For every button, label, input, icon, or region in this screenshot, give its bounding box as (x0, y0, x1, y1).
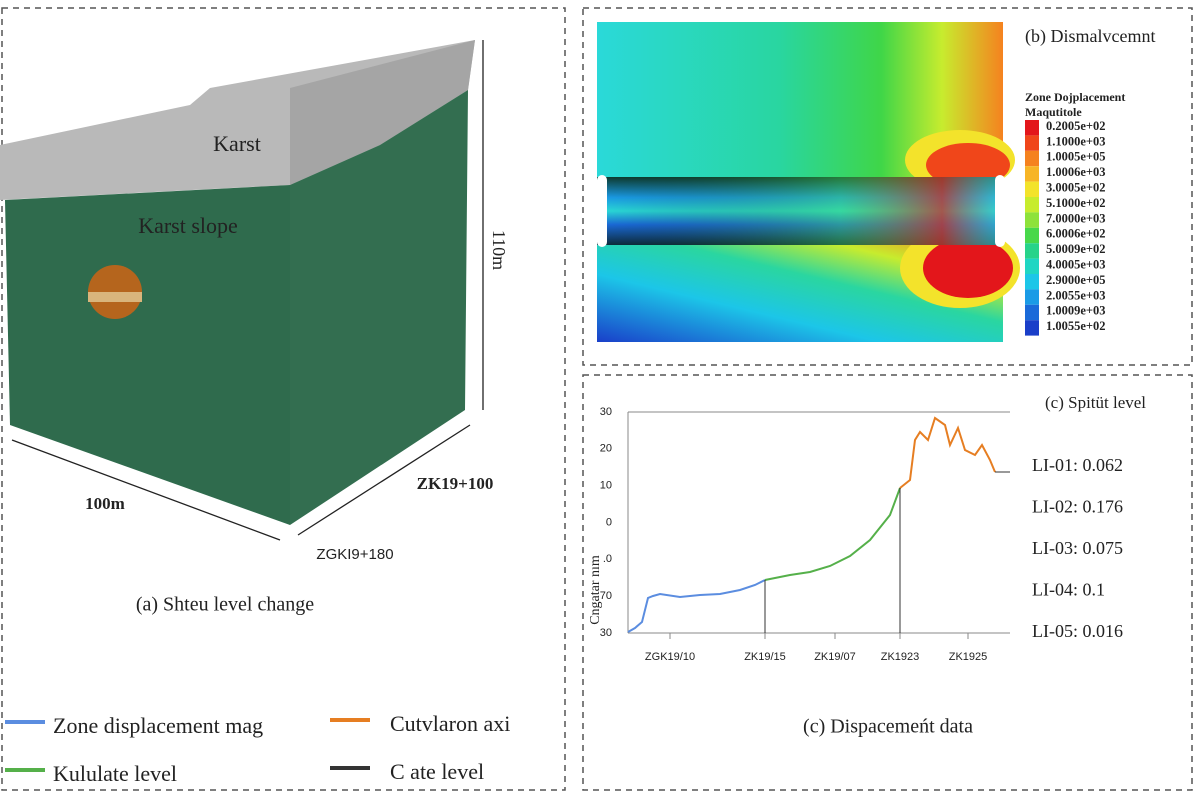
colorbar-swatch (1025, 227, 1039, 244)
level-value: LI-05: 0.016 (1032, 621, 1123, 641)
dimension-lines (11, 40, 484, 541)
colorbar-swatch (1025, 120, 1039, 136)
colorbar-label: 2.9000e+05 (1046, 273, 1106, 287)
legend-title: Zone Dojplacement (1025, 90, 1125, 104)
colorbar-label: 7.0000e+03 (1046, 211, 1106, 225)
legend-label: C ate level (390, 759, 484, 784)
colorbar-swatch (1025, 258, 1039, 274)
series-line (627, 579, 766, 633)
panel-frame (1, 7, 566, 791)
karst-top-side (290, 40, 475, 185)
colorbar-swatch (1025, 197, 1039, 213)
colorbar-swatch (1025, 289, 1039, 305)
colorbar-label: 3.0005e+02 (1046, 180, 1106, 194)
colorbar-swatch (1025, 243, 1039, 259)
x-tick-label: ZK19/15 (744, 651, 786, 663)
legend-label: Cutvlaron axi (390, 711, 510, 736)
label: ZK19+100 (417, 474, 494, 493)
x-tick-label: ZK1923 (881, 651, 920, 663)
colorbar-label: 4.0005e+03 (1046, 257, 1106, 271)
colorbar-label: 6.0006e+02 (1046, 227, 1106, 241)
contour-zone (923, 238, 1013, 298)
colorbar-label: 5.0009e+02 (1046, 242, 1106, 256)
colorbar-swatch (1025, 320, 1039, 336)
y-tick-label: 20 (600, 443, 612, 455)
x-tick-label: ZK19/07 (814, 651, 856, 663)
colorbar-swatch (1025, 150, 1039, 167)
label: Karst (213, 131, 261, 156)
caption: (c) Dispacemeńt data (803, 716, 973, 738)
series-line (899, 416, 996, 489)
colorbar-label: 0.2005e+02 (1046, 119, 1106, 133)
panel-frame (582, 374, 1193, 791)
slope-side (290, 90, 468, 525)
colorbar-swatch (1025, 135, 1039, 151)
y-tick-label: 70 (600, 590, 612, 602)
colorbar-swatch (1025, 274, 1039, 290)
legend-label: Kululate level (53, 761, 177, 786)
y-tick-label: 10 (600, 480, 612, 492)
level-value: LI-01: 0.062 (1032, 455, 1123, 475)
colorbar-label: 1.1000e+03 (1046, 134, 1106, 148)
label: 110m (489, 230, 509, 270)
caption: (a) Shteu level change (136, 594, 314, 616)
tunnel-edge (597, 175, 607, 247)
panel-frame (582, 7, 1193, 366)
contour-zone (926, 143, 1010, 187)
panel-label: (c) Spitüt level (1045, 393, 1146, 412)
colorbar-swatch (1025, 181, 1039, 197)
level-value: LI-02: 0.176 (1032, 497, 1123, 517)
label: Karst slope (138, 213, 238, 238)
x-tick-label: ZGK19/10 (645, 651, 695, 663)
slope-front (5, 185, 290, 525)
legend-title: Maqutitole (1025, 105, 1082, 119)
colorbar-label: 1.0005e+05 (1046, 150, 1106, 164)
colorbar-label: 2.0055e+03 (1046, 288, 1106, 302)
colorbar-swatch (1025, 304, 1039, 321)
y-axis-label: Cngatar nım (588, 555, 603, 625)
level-value: LI-03: 0.075 (1032, 538, 1123, 558)
y-tick-label: 0 (606, 516, 612, 528)
label: 100m (85, 494, 125, 513)
panel-label: (b) Dismalvcemnt (1025, 26, 1155, 47)
tunnel-edge (995, 175, 1005, 247)
level-lines (764, 471, 1010, 633)
colorbar-swatch (1025, 212, 1039, 228)
plot-frame (627, 411, 1010, 634)
colorbar-label: 1.0055e+02 (1046, 319, 1106, 333)
series-line (764, 487, 901, 581)
level-value: LI-04: 0.1 (1032, 580, 1105, 600)
label: ZGKI9+180 (316, 546, 393, 563)
x-tick-label: ZK1925 (949, 651, 988, 663)
y-tick-label: 30 (600, 627, 612, 639)
contour-tunnel (597, 177, 1003, 245)
colorbar-label: 1.0009e+03 (1046, 304, 1106, 318)
colorbar-label: 5.1000e+02 (1046, 196, 1106, 210)
y-tick-label: 30 (600, 406, 612, 418)
colorbar-label: 1.0006e+03 (1046, 165, 1106, 179)
legend-label: Zone displacement mag (53, 713, 263, 738)
y-tick-label: .0 (603, 553, 612, 565)
colorbar-swatch (1025, 166, 1039, 182)
tunnel-band (88, 292, 142, 302)
